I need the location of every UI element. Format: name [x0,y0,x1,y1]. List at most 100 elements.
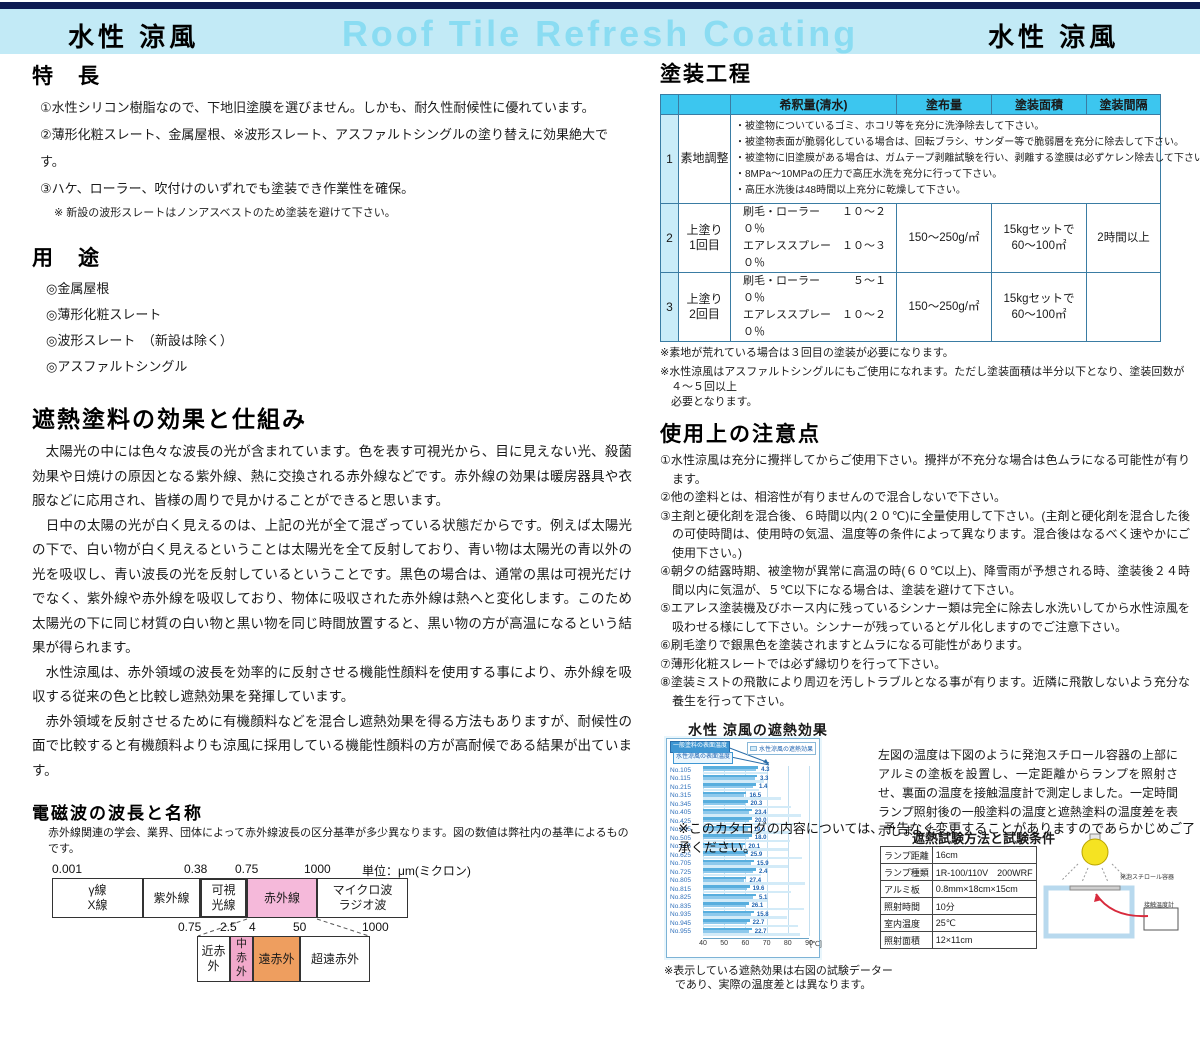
spectrum-subscale-4: 4 [249,920,256,934]
caution-item: ③主剤と硬化剤を混合後、６時間以内(２０℃)に全量使用して下さい。(主剤と硬化剤… [660,508,1190,560]
chart-x-tick: 60 [741,940,750,948]
chart-value-label: 22.7 [754,928,767,935]
chart-y-label: No.955 [670,928,691,936]
process-header-blank1 [660,94,679,115]
chart-bar [703,780,765,783]
chart-y-label: No.505 [670,834,691,842]
chart-y-label: No.315 [670,792,691,800]
test-condition-row: ランプ種類 1R-100/110V 200WRF [880,863,1037,882]
chart-y-label: No.805 [670,877,691,885]
spectrum-scale-0001: 0.001 [52,862,83,876]
chart-bar [703,788,759,792]
process-row-3: 3 上塗り 2回目 刷毛・ローラー ５～１０％ エアレススプレー １０～２０％ … [660,272,1161,343]
test-condition-row: 照射時間 10分 [880,897,1037,916]
chart-bar-group: No.115 3.3 [670,774,809,784]
process-row-1: 1 素地調整 ・被塗物についているゴミ、ホコリ等を充分に洗浄除去して下さい。 ・被… [660,114,1200,204]
callout-suzukaze: 水性涼風の表面温度 [673,752,734,764]
chart-bar [703,808,752,812]
shield-chart-note: ※表示している遮熱効果は右図の試験データー であり、実際の温度差とは異なります。 [664,965,893,992]
chart-bar-group: No.705 15.9 [670,859,809,869]
chart-bar-group: No.725 2.4 [670,868,809,877]
chart-bar [703,791,747,795]
test-condition-row: アルミ板 0.8mm×18cm×15cm [880,880,1037,899]
chart-value-label: 5.1 [759,894,768,901]
process-bullet: ・被塗物についているゴミ、ホコリ等を充分に洗浄除去して下さい。 [735,121,1045,132]
header-band: 水性 涼風 Roof Tile Refresh Coating 水性 涼風 [0,9,1200,54]
chart-bar [703,785,754,789]
spectrum-subscale-1000: 1000 [362,920,389,934]
thermometer-box [1143,907,1179,931]
spectrum-subscale-075: 0.75 [178,920,202,934]
chart-bar-group: No.505 18.0 [670,834,809,843]
chart-value-label: 4.3 [761,767,770,774]
chart-value-label: 27.4 [749,877,762,884]
chart-y-label: No.215 [670,783,691,791]
spectrum-box-far-ir: 遠赤外 [253,936,300,982]
chart-value-label: 15.8 [756,911,769,918]
light-rays [1061,864,1129,883]
chart-y-label: No.815 [670,885,691,893]
chart-bar [703,828,749,831]
chart-bar [703,766,759,769]
chart-x-axis: 40 50 60 70 80 90 [℃] [699,938,822,950]
chart-bar [703,794,744,797]
chart-bar [703,817,752,820]
label-styrofoam-container: 発泡スチロール容器 [1120,875,1175,882]
features-list: ①水性シリコン樹脂なので、下地旧塗膜を選びません。しかも、耐久性耐候性に優れてい… [32,94,632,202]
chart-bar [703,805,791,809]
use-item: ◎薄形化粧スレート [46,307,162,322]
spectrum-box-ultra-far-ir: 超遠赤外 [300,936,370,982]
shield-description: 左図の温度は下図のように発泡スチロール容器の上部にアルミの塗板を設置し、一定距離… [878,748,1179,839]
chart-value-label: 1.4 [759,784,768,791]
spectrum-box-gamma-x: γ線 X線 [52,878,143,918]
feature-item: ②薄形化粧スレート、金属屋根、※波形スレート、アスファルトシングルの塗り替えに効… [40,127,609,169]
uses-heading: 用 途 [32,247,101,270]
chart-bar [703,831,793,834]
feature-item: ①水性シリコン樹脂なので、下地旧塗膜を選びません。しかも、耐久性耐候性に優れてい… [40,100,595,115]
chart-legend: 水性涼風の遮熱効果 [746,742,816,756]
test-condition-row: 室内温度 25℃ [880,914,1037,933]
process-header-row: 希釈量(清水) 塗布量 塗装面積 塗装間隔 [660,94,1161,115]
chart-x-tick: 50 [720,940,729,948]
process-row1-details: ・被塗物についているゴミ、ホコリ等を充分に洗浄除去して下さい。 ・被塗物表面が脆弱… [730,114,1200,204]
process-header-dilution: 希釈量(清水) [730,94,897,115]
process-bullet: ・被塗物に旧塗膜がある場合は、ガムテープ剥離試験を行い、剥離する塗膜は必ずケレン… [735,153,1200,164]
test-conditions-title: 遮熱試験方法と試験条件 [912,831,1056,847]
test-conditions-table: ランプ距離 16cm ランプ種類 1R-100/110V 200WRF アルミ板 0.8m… [880,846,1037,950]
chart-value-label: 2.4 [759,869,768,876]
chart-y-label: No.725 [670,868,691,876]
chart-bar-group: No.315 16.5 [670,791,809,801]
test-condition-key: 室内温度 [880,914,933,933]
spectrum-subscale-50: 50 [293,920,307,934]
process-header-interval: 塗装間隔 [1086,94,1161,115]
chart-value-label: 23.4 [754,809,767,816]
spectrum-unit-label: 単位：μm(ミクロン) [362,864,471,878]
process-row2-amount: 150～250g/㎡ [896,202,992,274]
test-condition-row: 照射面積 12×11cm [880,931,1037,950]
chart-value-label: 22.7 [752,920,765,927]
process-row-2: 2 上塗り 1回目 刷毛・ローラー １０～２０％ エアレススプレー １０～３０％… [660,202,1161,274]
chart-bar [703,819,750,823]
spectrum-box-near-ir: 近赤外 [197,936,230,982]
caution-item: ⑥刷毛塗りで銀黒色を塗装されますとムラになる可能性があります。 [660,638,1029,653]
callout-arrow-lines [726,746,770,766]
mechanism-paragraph: 日中の太陽の光が白く見えるのは、上記の光が全て混ざっている状態だからです。例えば… [32,517,632,656]
chart-value-label: 20.0 [754,818,767,825]
chart-y-label: No.345 [670,800,691,808]
product-title-right: 水性 涼風 [988,22,1120,52]
process-row1-name: 素地調整 [678,114,731,204]
caution-item: ④朝夕の結露時期、被塗物が異常に高温の時(６０℃以上)、降雪雨が予想される時、塗… [660,564,1190,597]
chart-bar [703,839,790,843]
caution-item: ⑤エアレス塗装機及びホース内に残っているシンナー類は完全に除去し水洗いしてから水… [660,601,1190,634]
product-title-left: 水性 涼風 [68,22,200,52]
chart-value-label: 26.1 [751,903,764,910]
left-column: 特 長 ①水性シリコン樹脂なので、下地旧塗膜を選びません。しかも、耐久性耐候性に… [32,60,632,1042]
chart-bar-group: No.935 15.8 [670,910,809,920]
caution-item: ①水性涼風は充分に攪拌してからご使用下さい。攪拌が不充分な場合は色ムラになる可能… [660,453,1190,486]
test-condition-key: 照射面積 [880,931,933,950]
process-row1-num: 1 [660,114,679,204]
chart-bar-group: No.405 23.4 [670,808,809,818]
legend-label: 水性涼風の遮熱効果 [758,747,813,754]
test-condition-key: 照射時間 [880,897,933,916]
chart-bar-group: No.955 22.7 [670,927,809,937]
